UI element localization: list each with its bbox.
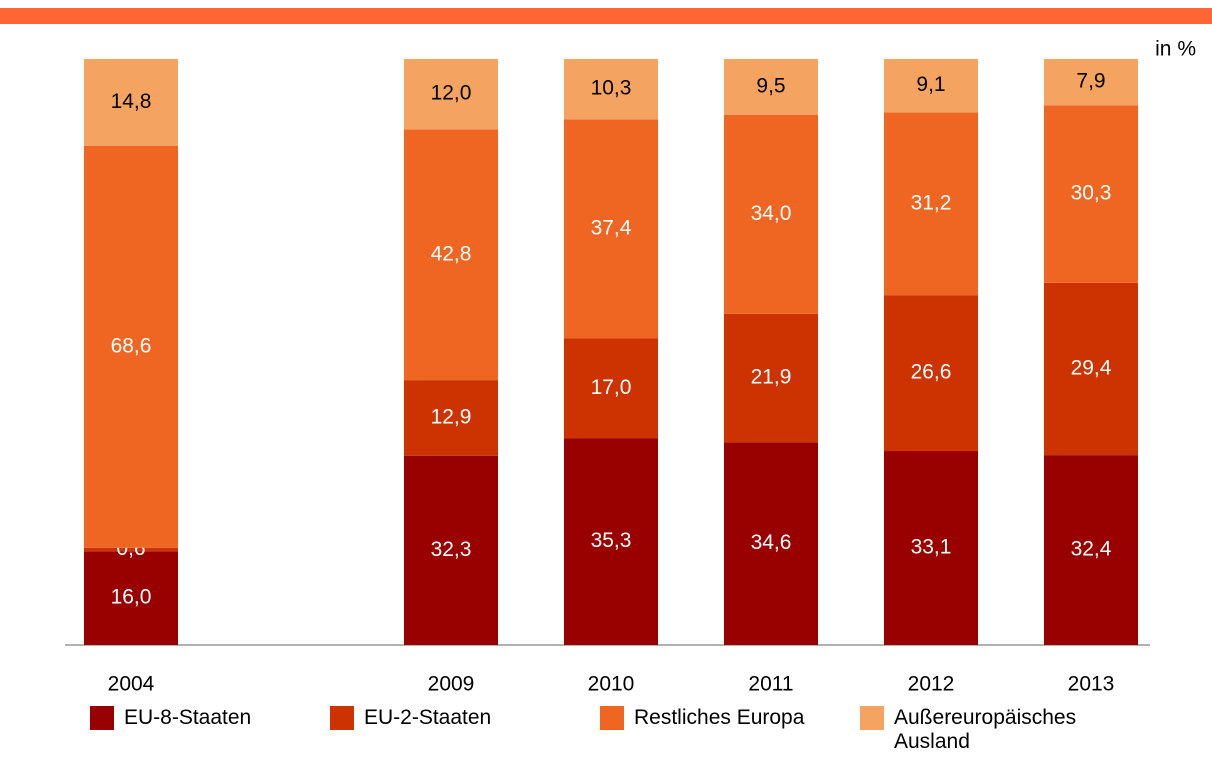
data-label: 33,1	[911, 536, 952, 559]
legend-swatch	[330, 706, 354, 730]
legend-label: EU-2-Staaten	[364, 706, 492, 729]
data-label: 14,8	[111, 90, 152, 113]
data-label: 34,6	[751, 531, 792, 554]
x-tick-label: 2011	[748, 673, 793, 696]
data-label: 29,4	[1071, 357, 1112, 380]
bar-segment	[404, 129, 498, 381]
data-label: 21,9	[751, 366, 792, 389]
bar-segment	[1044, 59, 1138, 106]
data-label: 37,4	[591, 216, 632, 239]
data-label: 42,8	[431, 242, 472, 265]
bar-segment	[884, 451, 978, 645]
bar-segment	[884, 59, 978, 113]
data-label: 34,0	[751, 202, 792, 225]
data-label: 32,4	[1071, 538, 1112, 561]
legend-label: Außereuropäisches Ausland	[894, 706, 1077, 753]
top-banner	[0, 8, 1212, 24]
bar-segment	[1044, 455, 1138, 645]
x-tick-label: 2012	[908, 673, 955, 696]
data-label: 35,3	[591, 529, 632, 552]
data-label: 9,5	[756, 74, 785, 97]
data-label: 12,0	[431, 82, 472, 105]
data-label: 17,0	[591, 376, 632, 399]
bar-segment	[84, 551, 178, 645]
data-label: 31,2	[911, 191, 952, 214]
bar-segment	[724, 59, 818, 115]
data-label: 7,9	[1076, 70, 1105, 93]
data-label: 16,0	[111, 586, 152, 609]
legend-item: EU-2-Staaten	[330, 706, 604, 730]
bar-segment	[1044, 105, 1138, 283]
x-tick-label: 2009	[428, 673, 475, 696]
legend-swatch	[90, 706, 114, 730]
legend-item: Restliches Europa	[600, 706, 874, 730]
bar-segment	[724, 442, 818, 645]
bar-segment	[564, 119, 658, 339]
bar-segment	[404, 59, 498, 130]
bar-segment	[884, 295, 978, 452]
data-label: 10,3	[591, 77, 632, 100]
bar-segment	[564, 59, 658, 120]
x-tick-label: 2013	[1068, 673, 1115, 696]
bar-segment	[404, 380, 498, 456]
bar-segment	[404, 455, 498, 645]
data-label: 9,1	[916, 73, 945, 96]
legend-label: EU-8-Staaten	[124, 706, 252, 729]
data-label: 68,6	[111, 334, 152, 357]
legend-swatch	[860, 706, 884, 730]
bar-segment	[1044, 282, 1138, 456]
legend-swatch	[600, 706, 624, 730]
bar-segment	[724, 313, 818, 443]
bar-segment	[884, 112, 978, 296]
data-label: 32,3	[431, 538, 472, 561]
x-tick-label: 2010	[588, 673, 635, 696]
bar-segment	[564, 438, 658, 645]
bar-segment	[84, 59, 178, 146]
x-tick-label: 2004	[108, 673, 155, 696]
unit-label: in %	[1155, 38, 1196, 61]
legend-label: Restliches Europa	[634, 706, 805, 729]
legend-item: Außereuropäisches Ausland	[860, 706, 1134, 754]
bar-segment	[84, 547, 178, 552]
data-label: 26,6	[911, 361, 952, 384]
legend-item: EU-8-Staaten	[90, 706, 364, 730]
data-label: 30,3	[1071, 182, 1112, 205]
data-label: 12,9	[431, 405, 472, 428]
bar-segment	[724, 114, 818, 314]
bar-segment	[564, 338, 658, 439]
bar-segment	[84, 145, 178, 548]
